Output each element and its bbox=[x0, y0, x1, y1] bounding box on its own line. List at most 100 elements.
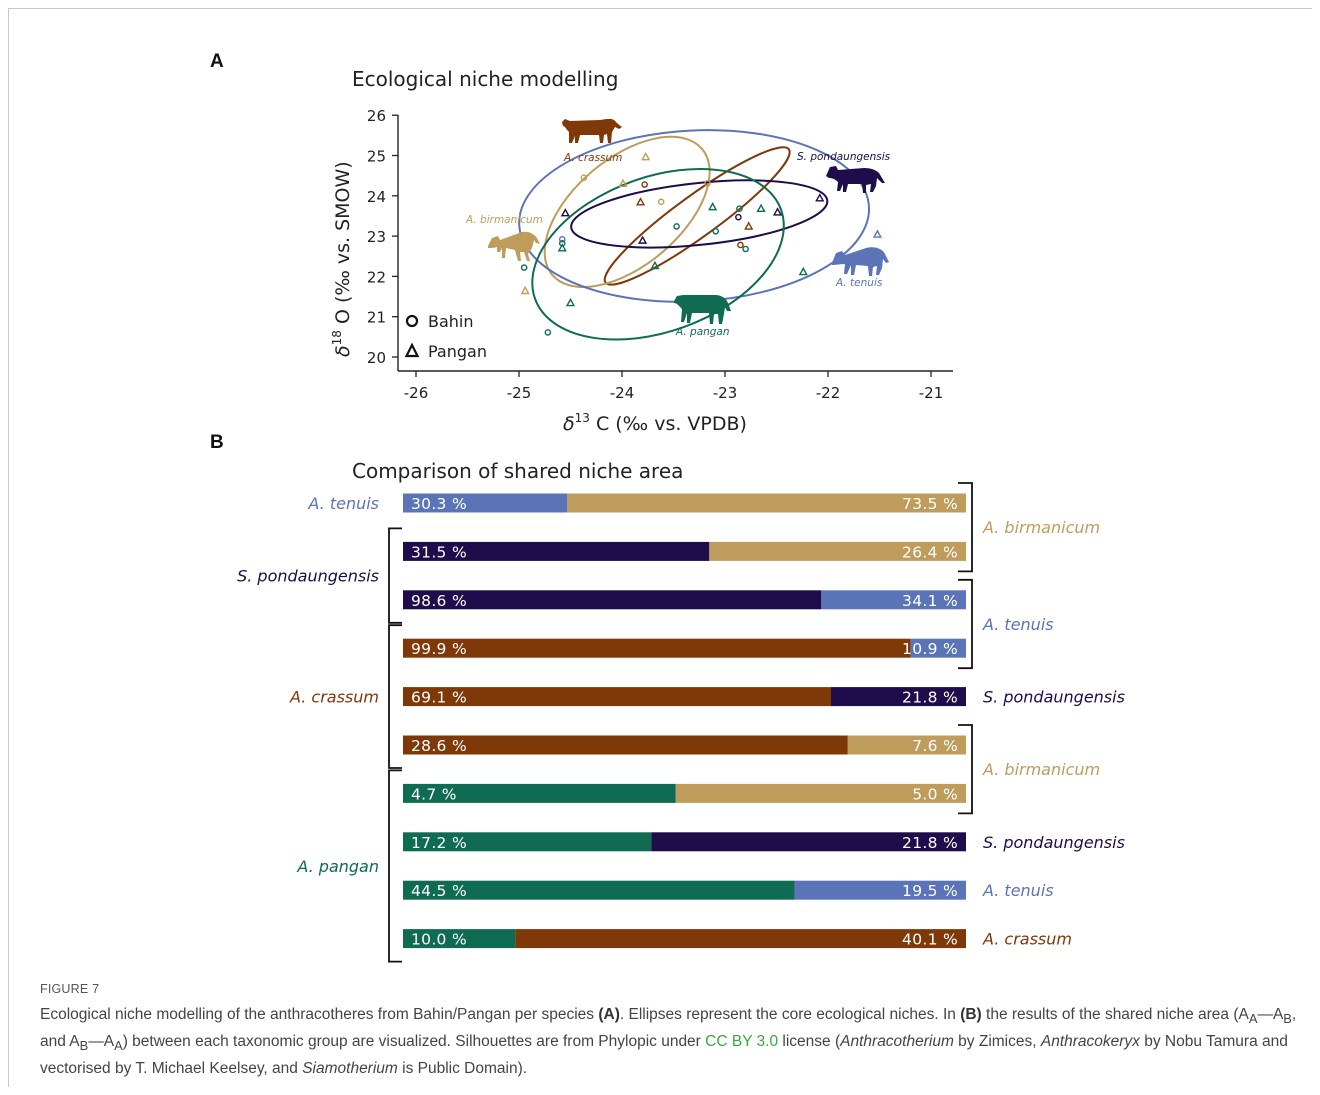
caption-panel-b-ref: (B) bbox=[960, 1006, 982, 1023]
bar-right-value: 21.8 % bbox=[902, 689, 958, 707]
bar-right-value: 73.5 % bbox=[902, 495, 958, 513]
x-tick-label: -22 bbox=[816, 384, 841, 402]
bar-right-segment bbox=[794, 880, 966, 900]
legend-circle-icon bbox=[405, 314, 419, 328]
caption-part: the results of the shared niche area (A bbox=[981, 1006, 1249, 1023]
crassum-silhouette-icon bbox=[562, 118, 622, 143]
niche-axes bbox=[397, 115, 953, 372]
x-axis-sup: 13 bbox=[575, 411, 590, 425]
pangan-point-pondaungensis bbox=[638, 235, 648, 244]
bahin-point-birmanicum bbox=[657, 198, 665, 206]
y-axis-sup: 18 bbox=[330, 330, 344, 345]
legend-triangle-icon bbox=[404, 342, 420, 358]
shared-area-groups: A. tenuis S. pondaungensis A. crassum A. pa… bbox=[237, 482, 1125, 963]
bar-left-value: 98.6 % bbox=[411, 592, 467, 610]
bahin-point-crassum bbox=[641, 181, 648, 188]
bahin-point-pangan bbox=[736, 205, 743, 212]
pangan-point-crassum bbox=[744, 221, 754, 230]
y-tick-label: 26 bbox=[367, 107, 386, 125]
y-tick-label: 21 bbox=[367, 309, 386, 327]
right-group-label: S. pondaungensis bbox=[983, 688, 1125, 707]
bar-left-segment bbox=[403, 590, 822, 610]
left-group-label: S. pondaungensis bbox=[237, 567, 379, 586]
y-axis-rest: O (‰ vs. SMOW) bbox=[332, 161, 354, 330]
bahin-point-pangan bbox=[544, 329, 552, 336]
x-axis-label: δ13 C (‰ vs. VPDB) bbox=[563, 411, 747, 435]
caption-taxon: Anthracokeryx bbox=[1040, 1033, 1140, 1051]
y-tick-label: 25 bbox=[367, 148, 386, 166]
niche-ellipse-pangan bbox=[531, 167, 785, 341]
pangan-point-pondaungensis bbox=[560, 208, 570, 217]
bar-left-segment bbox=[403, 541, 710, 561]
bar-left-value: 99.9 % bbox=[411, 640, 467, 658]
bar-right-value: 40.1 % bbox=[902, 931, 958, 949]
right-group-bracket bbox=[958, 482, 973, 573]
x-tick-label: -25 bbox=[507, 384, 532, 402]
bar-right-value: 34.1 % bbox=[902, 592, 958, 610]
legend-pangan: Pangan bbox=[428, 342, 487, 361]
caption-part: —A bbox=[1257, 1006, 1284, 1023]
bahin-point-birmanicum bbox=[704, 180, 711, 187]
y-axis-delta: δ bbox=[332, 345, 354, 357]
niche-ellipse-birmanicum bbox=[543, 135, 711, 289]
bar-right-segment bbox=[651, 832, 966, 852]
pangan-point-birmanicum bbox=[520, 285, 530, 295]
caption-part: by Zimices, bbox=[953, 1033, 1041, 1051]
bar-right-segment bbox=[830, 687, 966, 707]
right-group-label: A. birmanicum bbox=[982, 518, 1100, 537]
bar-right-segment bbox=[709, 541, 966, 561]
crassum-annotation: A. crassum bbox=[562, 118, 622, 164]
caption-subscript: B bbox=[79, 1038, 89, 1054]
bar-right-segment bbox=[910, 638, 966, 658]
crassum-label: A. crassum bbox=[563, 152, 622, 164]
caption-part: is Public Domain). bbox=[397, 1060, 528, 1078]
bar-left-segment bbox=[403, 687, 831, 707]
panel-a-letter: A bbox=[210, 51, 224, 72]
bar-left-value: 31.5 % bbox=[411, 543, 467, 561]
caption-part: , and A bbox=[40, 1006, 1297, 1051]
bahin-point-pangan bbox=[673, 223, 680, 230]
bar-left-value: 69.1 % bbox=[411, 689, 467, 707]
left-group-bracket bbox=[388, 527, 402, 624]
bar-right-value: 26.4 % bbox=[902, 543, 958, 561]
bahin-point-pondaungensis bbox=[735, 213, 742, 221]
caption-part: ) between each taxonomic group are visua… bbox=[122, 1033, 706, 1051]
x-tick-label: -23 bbox=[713, 384, 738, 402]
bar-right-value: 7.6 % bbox=[912, 737, 958, 755]
pangan-annotation: A. pangan bbox=[674, 295, 731, 338]
bar-right-segment bbox=[847, 735, 966, 755]
bar-left-segment bbox=[403, 493, 568, 513]
right-group-label: S. pondaungensis bbox=[983, 833, 1125, 852]
pangan-point-birmanicum bbox=[641, 152, 651, 161]
niche-ellipse-pondaungensis bbox=[570, 179, 829, 249]
cc-license-link[interactable]: CC BY 3.0 bbox=[705, 1033, 779, 1051]
shared-area-bars: 30.3 % 73.5 % 31.5 % 26.4 % 98.6 % 34.1 % 99.9… bbox=[403, 493, 966, 949]
pangan-point-crassum bbox=[635, 197, 646, 206]
caption-subscript: B bbox=[1283, 1011, 1292, 1027]
bar-right-value: 10.9 % bbox=[902, 640, 958, 658]
bahin-point-tenuis bbox=[558, 236, 566, 243]
panel-b-letter: B bbox=[210, 432, 224, 453]
bahin-point-pangan bbox=[742, 245, 749, 253]
niche-ticks: -26 -25 -24 -23 -22 -21 20 21 22 23 24 25 26 bbox=[367, 107, 943, 402]
caption-part: —A bbox=[88, 1033, 115, 1051]
bar-right-value: 19.5 % bbox=[902, 882, 958, 900]
caption-subscript: A bbox=[114, 1038, 123, 1054]
x-tick-label: -21 bbox=[919, 384, 944, 402]
figure-7-graphic: A Ecological niche modelling -26 -25 -24 -2… bbox=[210, 51, 1125, 963]
figure-frame bbox=[8, 8, 1312, 1087]
bar-left-segment bbox=[403, 735, 848, 755]
caption-taxon: Anthracotherium bbox=[840, 1033, 954, 1051]
bar-right-segment bbox=[675, 783, 966, 803]
bar-left-segment bbox=[403, 783, 676, 803]
left-group-bracket bbox=[388, 624, 402, 769]
pangan-point-pangan bbox=[557, 243, 567, 252]
pangan-point-pondaungensis bbox=[815, 193, 825, 202]
bahin-point-birmanicum bbox=[580, 174, 588, 181]
bar-right-segment bbox=[821, 590, 966, 610]
x-tick-label: -26 bbox=[404, 384, 429, 402]
niche-ellipses bbox=[518, 129, 871, 341]
tenuis-annotation: A. tenuis bbox=[832, 247, 889, 289]
caption-part: by Nobu Tamura and vectorised by T. Mich… bbox=[40, 1033, 1288, 1078]
bar-left-value: 30.3 % bbox=[411, 495, 467, 513]
